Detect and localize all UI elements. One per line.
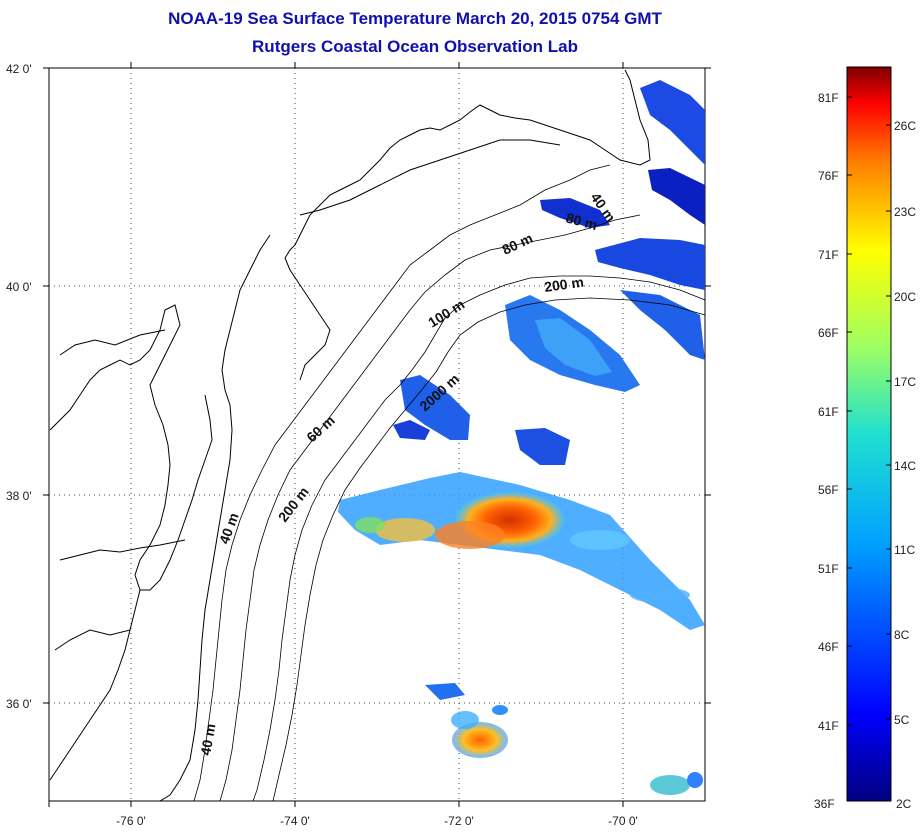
coastline xyxy=(49,69,651,802)
cb-label-c-2: 2C xyxy=(896,797,912,811)
cb-label-c-20: 20C xyxy=(894,290,916,304)
contour-label-4: 200 m xyxy=(543,274,585,295)
cb-label-f-41: 41F xyxy=(818,719,839,733)
cb-label-c-17: 17C xyxy=(894,375,916,389)
cb-label-f-71: 71F xyxy=(818,248,839,262)
map-title: NOAA-19 Sea Surface Temperature March 20… xyxy=(168,9,662,28)
cb-label-f-76: 76F xyxy=(818,169,839,183)
cb-label-f-81: 81F xyxy=(818,91,839,105)
cb-label-c-23: 23C xyxy=(894,205,916,219)
cb-label-f-56: 56F xyxy=(818,483,839,497)
lon-label-70: -70 0' xyxy=(608,814,638,828)
cb-label-f-51: 51F xyxy=(818,562,839,576)
sst-patches xyxy=(338,80,705,795)
cb-label-c-11: 11C xyxy=(894,543,915,557)
cb-label-c-5: 5C xyxy=(894,713,910,727)
map-subtitle: Rutgers Coastal Ocean Observation Lab xyxy=(252,37,578,56)
contour-label-10: 40 m xyxy=(197,722,218,756)
graticule xyxy=(49,68,705,801)
colorbar xyxy=(846,66,892,802)
lat-label-36: 36 0' xyxy=(6,697,32,711)
cb-label-f-66: 66F xyxy=(818,326,839,340)
lon-label-74: -74 0' xyxy=(280,814,310,828)
lat-label-38: 38 0' xyxy=(6,489,32,503)
cb-label-f-36: 36F xyxy=(814,797,835,811)
colorbar-ticks xyxy=(847,96,891,726)
lon-label-76: -76 0' xyxy=(116,814,146,828)
map-frame xyxy=(48,67,706,802)
lon-label-72: -72 0' xyxy=(444,814,474,828)
cb-label-f-61: 61F xyxy=(818,405,839,419)
contour-label-2: 80 m xyxy=(564,209,599,233)
bathymetry xyxy=(193,164,706,802)
cb-label-c-8: 8C xyxy=(894,628,910,642)
lat-label-42: 42 0' xyxy=(6,62,32,76)
lat-label-40: 40 0' xyxy=(6,280,32,294)
cb-label-f-46: 46F xyxy=(818,640,839,654)
cb-label-c-14: 14C xyxy=(894,459,916,473)
ticks xyxy=(43,62,711,807)
cb-label-c-26: 26C xyxy=(894,119,916,133)
